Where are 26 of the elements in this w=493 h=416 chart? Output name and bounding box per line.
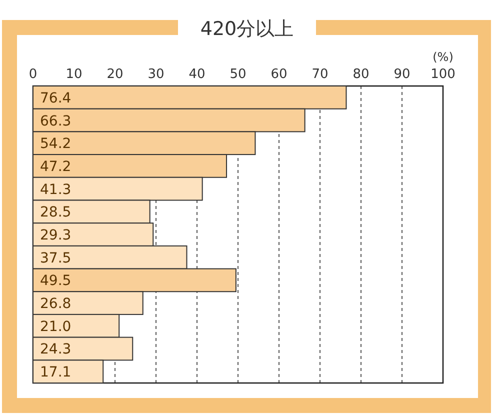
x-tick-label: 80 <box>352 67 370 82</box>
data-label: 28.5 <box>40 204 72 221</box>
data-label: 24.3 <box>40 342 72 358</box>
x-tick-label: 90 <box>394 67 410 82</box>
data-label: 17.1 <box>40 364 72 381</box>
data-label: 54.2 <box>40 136 72 152</box>
data-label: 37.5 <box>40 250 72 266</box>
x-tick-label: 20 <box>106 67 124 82</box>
x-tick-label: 100 <box>430 67 456 82</box>
data-label: 26.8 <box>40 296 72 312</box>
data-label: 76.4 <box>40 90 72 106</box>
x-tick-label: 0 <box>28 67 38 82</box>
chart-title: 420分以上 <box>200 18 294 40</box>
data-label: 41.3 <box>40 182 72 198</box>
x-tick-label: 40 <box>188 67 206 82</box>
x-tick-label: 50 <box>230 67 246 82</box>
data-label: 66.3 <box>40 113 72 130</box>
data-label: 21.0 <box>40 318 72 335</box>
data-label: 47.2 <box>40 158 72 175</box>
x-axis-title: (%) <box>432 50 454 64</box>
x-tick-label: 30 <box>148 67 164 82</box>
x-tick-label: 60 <box>270 67 288 82</box>
x-tick-label: 70 <box>312 67 328 82</box>
data-label: 49.5 <box>40 273 72 290</box>
data-label: 29.3 <box>40 228 72 244</box>
x-tick-label: 10 <box>66 67 82 82</box>
